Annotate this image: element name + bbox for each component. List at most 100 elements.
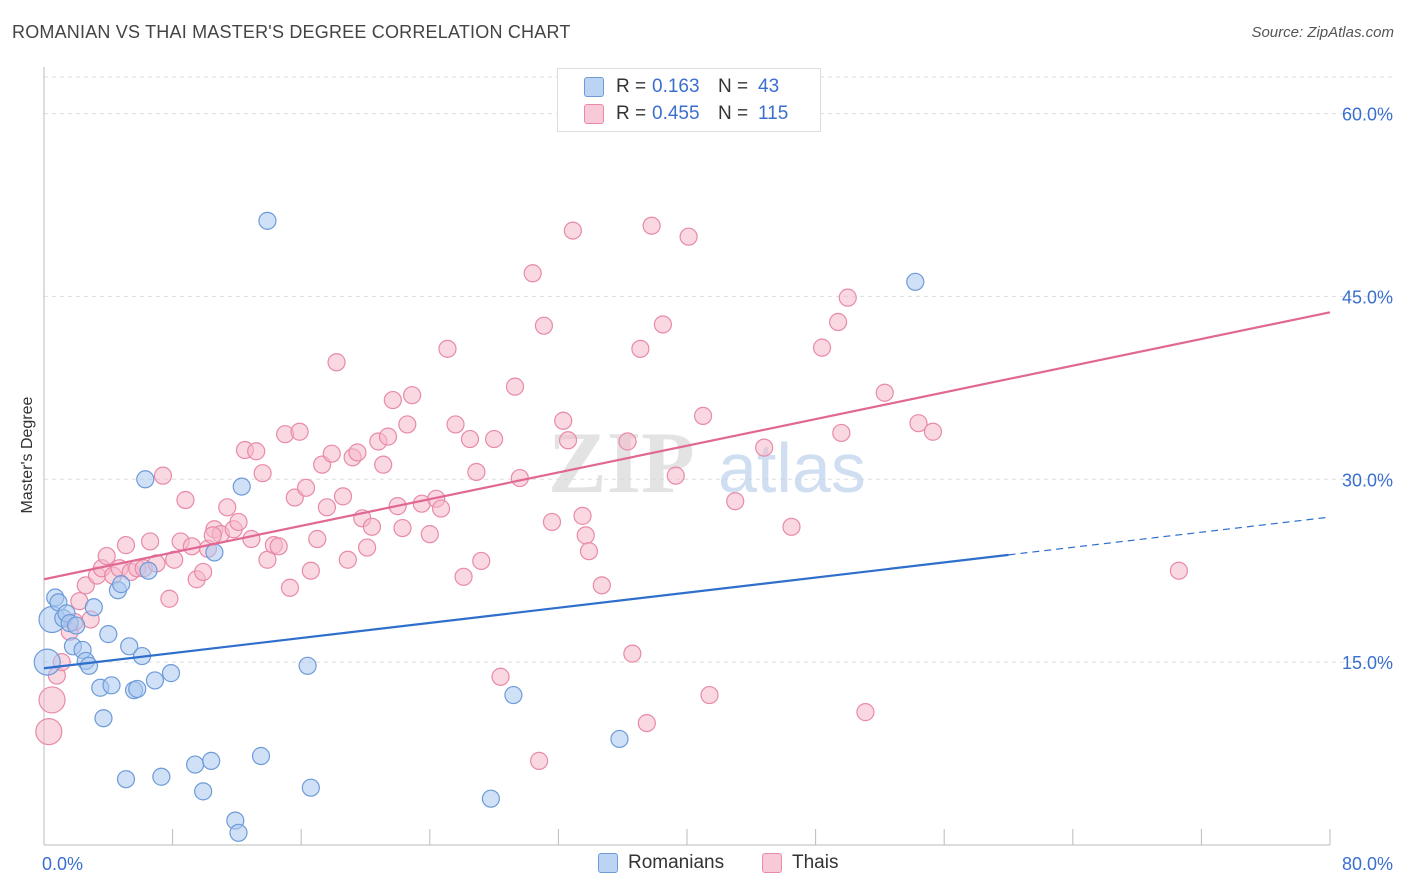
thai-point <box>755 438 774 457</box>
thai-point <box>558 431 578 450</box>
y-tick-label: 45.0% <box>1342 287 1393 307</box>
thais-swatch <box>584 104 604 124</box>
romanian-point <box>139 561 158 580</box>
thai-point <box>623 644 642 663</box>
thai-point <box>438 339 457 358</box>
thai-point <box>38 686 66 714</box>
romanian-point <box>194 782 213 801</box>
thai-point <box>269 537 288 556</box>
romanian-point <box>229 823 248 842</box>
thai-point <box>491 667 510 686</box>
thai-point <box>618 432 637 451</box>
thai-point <box>333 487 353 506</box>
thai-point <box>116 536 136 555</box>
thai-point <box>160 589 179 608</box>
thai-point <box>631 339 650 358</box>
romanian-point <box>161 664 181 683</box>
thai-point <box>322 444 341 463</box>
legend-item-romanians[interactable]: Romanians <box>598 852 724 874</box>
romanian-point <box>301 778 320 797</box>
thai-point <box>403 386 422 405</box>
thai-point <box>523 264 542 283</box>
romanian-point <box>102 676 121 695</box>
thai-point <box>431 499 451 518</box>
thai-point <box>460 429 480 449</box>
thai-point <box>909 414 928 433</box>
romanian-point <box>136 470 155 489</box>
romanian-trend-extension <box>1008 516 1331 556</box>
thai-point <box>393 518 412 538</box>
romanians-legend-label: Romanians <box>628 852 725 873</box>
thai-point <box>530 751 549 770</box>
thai-point <box>782 517 801 536</box>
romanian-point <box>232 477 251 496</box>
y-tick-label: 30.0% <box>1342 470 1393 490</box>
romanian-point <box>99 625 118 644</box>
thai-point <box>467 462 486 482</box>
romanian-point <box>906 272 925 291</box>
thai-point <box>301 561 320 580</box>
thais-legend-label: Thais <box>792 852 839 873</box>
thai-point <box>576 526 595 545</box>
romanian-point <box>481 789 500 808</box>
thai-point <box>327 353 346 372</box>
y-tick-label: 60.0% <box>1342 105 1393 125</box>
watermark-zip: ZIP <box>548 415 695 512</box>
legend-r-label: R = <box>616 103 647 124</box>
thai-point <box>296 478 316 497</box>
thai-point <box>693 406 713 425</box>
thai-point <box>308 529 327 549</box>
thai-point <box>374 455 393 474</box>
thai-point <box>510 468 529 488</box>
thai-point <box>383 390 402 410</box>
thai-point <box>832 423 851 443</box>
thai-point <box>592 576 611 595</box>
thai-point <box>203 526 222 545</box>
thai-point <box>485 429 504 449</box>
thai-point <box>923 422 943 441</box>
romanian-point <box>33 648 61 676</box>
thai-point <box>218 498 237 517</box>
thai-point <box>653 315 672 334</box>
thai-point <box>579 542 599 561</box>
thai-point <box>348 443 367 462</box>
thai-point <box>856 703 875 722</box>
thai-point <box>194 562 213 582</box>
thai-point <box>700 685 719 705</box>
romanian-point <box>84 598 103 617</box>
thai-point <box>242 529 261 549</box>
thai-point <box>97 546 116 566</box>
x-tick-label: 80.0% <box>1342 854 1393 874</box>
legend-r-value: 0.455 <box>652 103 700 124</box>
legend-r-value: 0.163 <box>652 76 700 97</box>
thai-point <box>472 551 491 571</box>
thai-point <box>726 492 745 511</box>
thai-point <box>140 532 160 551</box>
romanian-point <box>251 746 271 766</box>
romanian-point <box>504 685 523 705</box>
romanians-legend-swatch <box>598 853 618 873</box>
series-legend: Romanians Thais <box>0 852 1406 876</box>
source-label: Source: ZipAtlas.com <box>1251 24 1394 41</box>
romanian-point <box>145 671 165 690</box>
thais-legend-swatch <box>762 853 782 873</box>
thai-point <box>666 466 685 485</box>
thai-point <box>280 578 300 597</box>
thai-point <box>829 312 848 332</box>
thai-point <box>317 498 337 517</box>
legend-item-thais[interactable]: Thais <box>762 852 838 874</box>
romanian-point <box>120 637 139 656</box>
thai-trend-line <box>43 311 1331 581</box>
x-tick-label: 0.0% <box>42 854 83 874</box>
romanian-point <box>79 656 99 675</box>
romanian-point <box>67 616 86 635</box>
thai-point <box>398 415 417 434</box>
romanian-point <box>610 729 629 749</box>
romanian-point <box>94 709 113 728</box>
thai-point <box>812 338 832 357</box>
romanian-point <box>205 543 224 562</box>
romanian-point <box>202 751 221 770</box>
thai-point <box>838 288 857 307</box>
thai-point <box>875 383 894 402</box>
